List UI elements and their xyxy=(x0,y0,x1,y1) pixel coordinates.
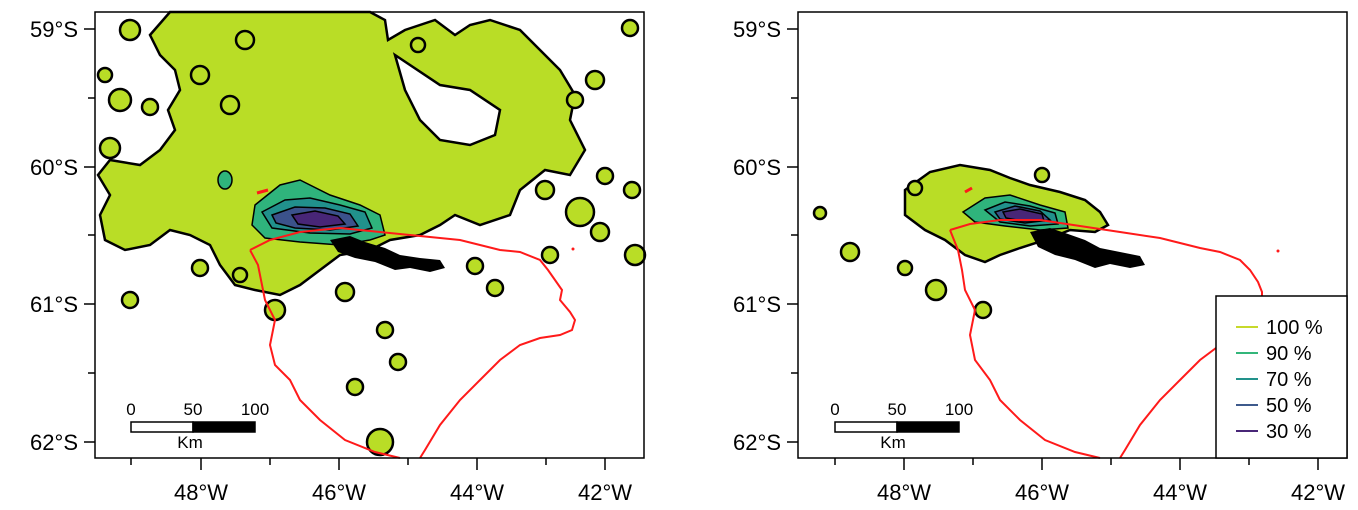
y-axis xyxy=(787,28,798,443)
legend-label: 90 % xyxy=(1266,343,1312,365)
kernel-100-area xyxy=(96,10,647,457)
y-tick-label: 59°S xyxy=(30,17,78,42)
y-tick-label: 60°S xyxy=(30,155,78,180)
x-tick-label: 44°W xyxy=(1153,480,1207,505)
island-boundary xyxy=(249,226,577,459)
kernel-30-area xyxy=(290,210,347,228)
y-tick-label: 60°S xyxy=(733,155,781,180)
y-tick-label: 62°S xyxy=(733,430,781,455)
x-tick-label: 44°W xyxy=(450,480,504,505)
legend-label: 70 % xyxy=(1266,369,1312,391)
legend-item: 50 % xyxy=(1236,395,1312,417)
legend-label: 50 % xyxy=(1266,395,1312,417)
island-dot xyxy=(1276,249,1280,253)
island-dot xyxy=(571,247,575,251)
x-tick-label: 48°W xyxy=(877,480,931,505)
y-tick-label: 59°S xyxy=(733,17,781,42)
x-tick-label: 46°W xyxy=(1015,480,1069,505)
scalebar-label: 0 xyxy=(830,400,839,419)
legend-item: 70 % xyxy=(1236,369,1312,391)
coastline-islands xyxy=(1030,228,1145,268)
island-boundary-small xyxy=(256,188,269,195)
x-tick-label: 48°W xyxy=(174,480,228,505)
x-axis xyxy=(834,458,1319,470)
scalebar-label: 100 xyxy=(945,400,973,419)
scalebar: 0 50 100 Km xyxy=(126,400,269,452)
legend: 100 % 90 % 70 % 50 % 30 % xyxy=(1215,295,1348,459)
scalebar-label: 50 xyxy=(184,400,203,419)
panel-left: 59°S 60°S 61°S 62°S 48°W 46°W 44°W 42°W … xyxy=(30,10,647,505)
x-tick-label: 42°W xyxy=(1291,480,1345,505)
legend-item: 30 % xyxy=(1236,421,1312,443)
x-tick-label: 46°W xyxy=(312,480,366,505)
legend-label: 100 % xyxy=(1266,317,1323,339)
y-tick-label: 61°S xyxy=(733,292,781,317)
scalebar-label: 100 xyxy=(241,400,269,419)
scalebar-label: 0 xyxy=(126,400,135,419)
panel-right: 59°S 60°S 61°S 62°S 48°W 46°W 44°W 42°W … xyxy=(733,11,1348,505)
x-tick-label: 42°W xyxy=(578,480,632,505)
scalebar: 0 50 100 Km xyxy=(830,400,973,452)
legend-item: 90 % xyxy=(1236,343,1312,365)
x-axis xyxy=(130,458,606,470)
island-boundary xyxy=(949,219,1277,459)
y-tick-label: 61°S xyxy=(30,292,78,317)
scalebar-label: 50 xyxy=(888,400,907,419)
y-axis xyxy=(84,28,95,443)
legend-label: 30 % xyxy=(1266,421,1312,443)
scalebar-unit: Km xyxy=(177,433,203,452)
scalebar-unit: Km xyxy=(880,433,906,452)
y-tick-label: 62°S xyxy=(30,430,78,455)
island-boundary-small xyxy=(964,186,973,194)
coastline-islands xyxy=(330,236,445,272)
legend-item: 100 % xyxy=(1236,317,1323,339)
